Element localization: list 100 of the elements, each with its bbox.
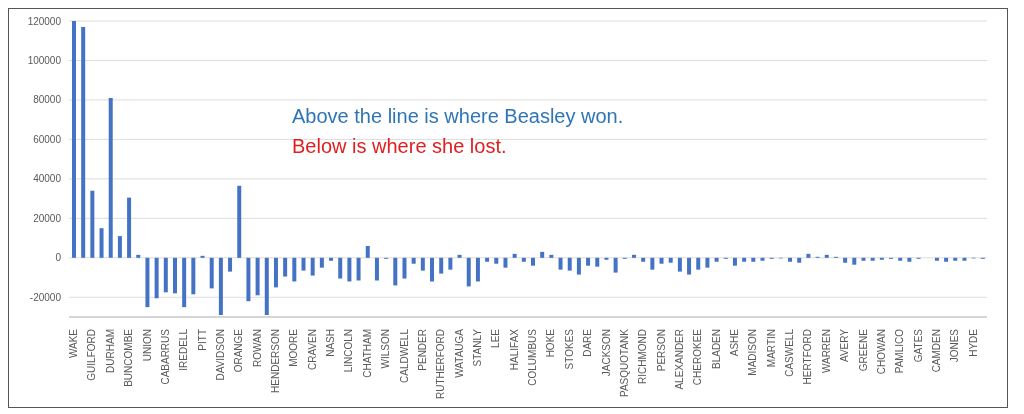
bar [788,257,793,262]
bar [558,257,563,270]
bar [136,254,141,258]
x-tick-label: DARE [582,328,594,357]
x-tick-label: HOKE [545,328,557,358]
bar [163,257,168,293]
bar [218,257,223,316]
x-tick-label: HENDERSON [270,329,282,393]
bar [705,257,710,268]
x-tick-label: CALDWELL [398,328,410,383]
bar [742,257,747,262]
x-tick-label: CABARRUS [159,328,171,385]
bar [852,257,857,265]
bar [843,257,848,263]
x-tick-label: JONES [949,328,961,363]
bar [760,257,765,261]
x-tick-label: BLADEN [710,329,722,370]
x-tick-label: ASHE [729,328,741,357]
bar [631,254,636,258]
bar [172,257,177,294]
bar [650,257,655,270]
annotation: Below is where she lost. [292,135,507,158]
bar [191,257,196,295]
bar [687,257,692,275]
bar [806,253,811,258]
bar [641,257,646,262]
bar [99,228,104,258]
annotation: Above the line is where Beasley won. [292,105,624,128]
x-tick-label: DAVIDSON [214,329,226,381]
x-tick-label: HYDE [967,328,979,357]
bar [411,257,416,264]
bar [475,257,480,282]
x-tick-label: NASH [325,329,337,357]
bar [145,257,150,308]
bar [439,257,444,274]
x-tick-label: ALEXANDER [673,329,685,390]
bar [228,257,233,272]
bar [329,257,334,261]
x-tick-label: ROWAN [251,329,263,367]
x-tick-label: MADISON [747,329,759,376]
x-tick-label: DURHAM [104,329,116,373]
bar [117,236,122,258]
bar [402,257,407,279]
x-tick-label: PENDER [416,329,428,371]
bar [659,257,664,264]
x-tick-label: CAMDEN [931,329,943,373]
y-tick-label: 20000 [33,212,62,224]
x-tick-label: CRAVEN [306,329,318,370]
bar [108,97,113,258]
bar [356,257,361,281]
bar [696,257,701,270]
bar [457,254,462,258]
bar [503,257,508,268]
x-tick-label: UNION [141,329,153,362]
bar [466,257,471,287]
x-tick-label: STOKES [563,328,575,370]
bar [962,257,967,261]
bar [127,197,132,258]
bar [494,257,499,264]
x-tick-label: CHEROKEE [692,328,704,386]
x-tick-label: MOORE [288,328,300,367]
bar [283,257,288,277]
x-tick-label: HERTFORD [802,329,814,385]
x-tick-label: RICHMOND [637,329,649,384]
x-tick-label: CHOWAN [875,329,887,375]
bar [512,253,517,258]
x-tick-label: PERSON [655,329,667,372]
x-tick-label: RUTHERFORD [435,329,447,399]
bar [576,257,581,275]
bar [751,257,756,262]
bar [81,26,86,258]
x-tick-label: MARTIN [765,329,777,368]
bar [549,254,554,258]
x-tick-label: HALIFAX [508,328,520,371]
x-tick-label: PASQUOTANK [618,328,630,397]
bar [870,257,875,261]
bar [365,245,370,258]
x-tick-label: ORANGE [233,328,245,373]
bar [209,257,214,289]
bar [237,185,242,258]
bar [824,254,829,258]
bar [732,257,737,266]
x-tick-label: GREENE [857,328,869,372]
x-tick-label: GATES [912,328,924,363]
x-tick-label: AVERY [839,328,851,362]
bar [907,257,912,262]
x-tick-label: PAMLICO [894,328,906,374]
y-tick-label: 80000 [33,94,62,106]
bar [797,257,802,263]
bar [953,257,958,261]
bar [154,257,159,299]
y-tick-label: 0 [55,252,62,264]
bar [898,257,903,261]
bar [374,257,379,281]
bar [319,257,324,268]
bar [273,257,278,288]
x-tick-label: CHATHAM [361,329,373,378]
bar [310,257,315,276]
y-tick-label: -20000 [29,291,62,303]
bar [521,257,526,262]
